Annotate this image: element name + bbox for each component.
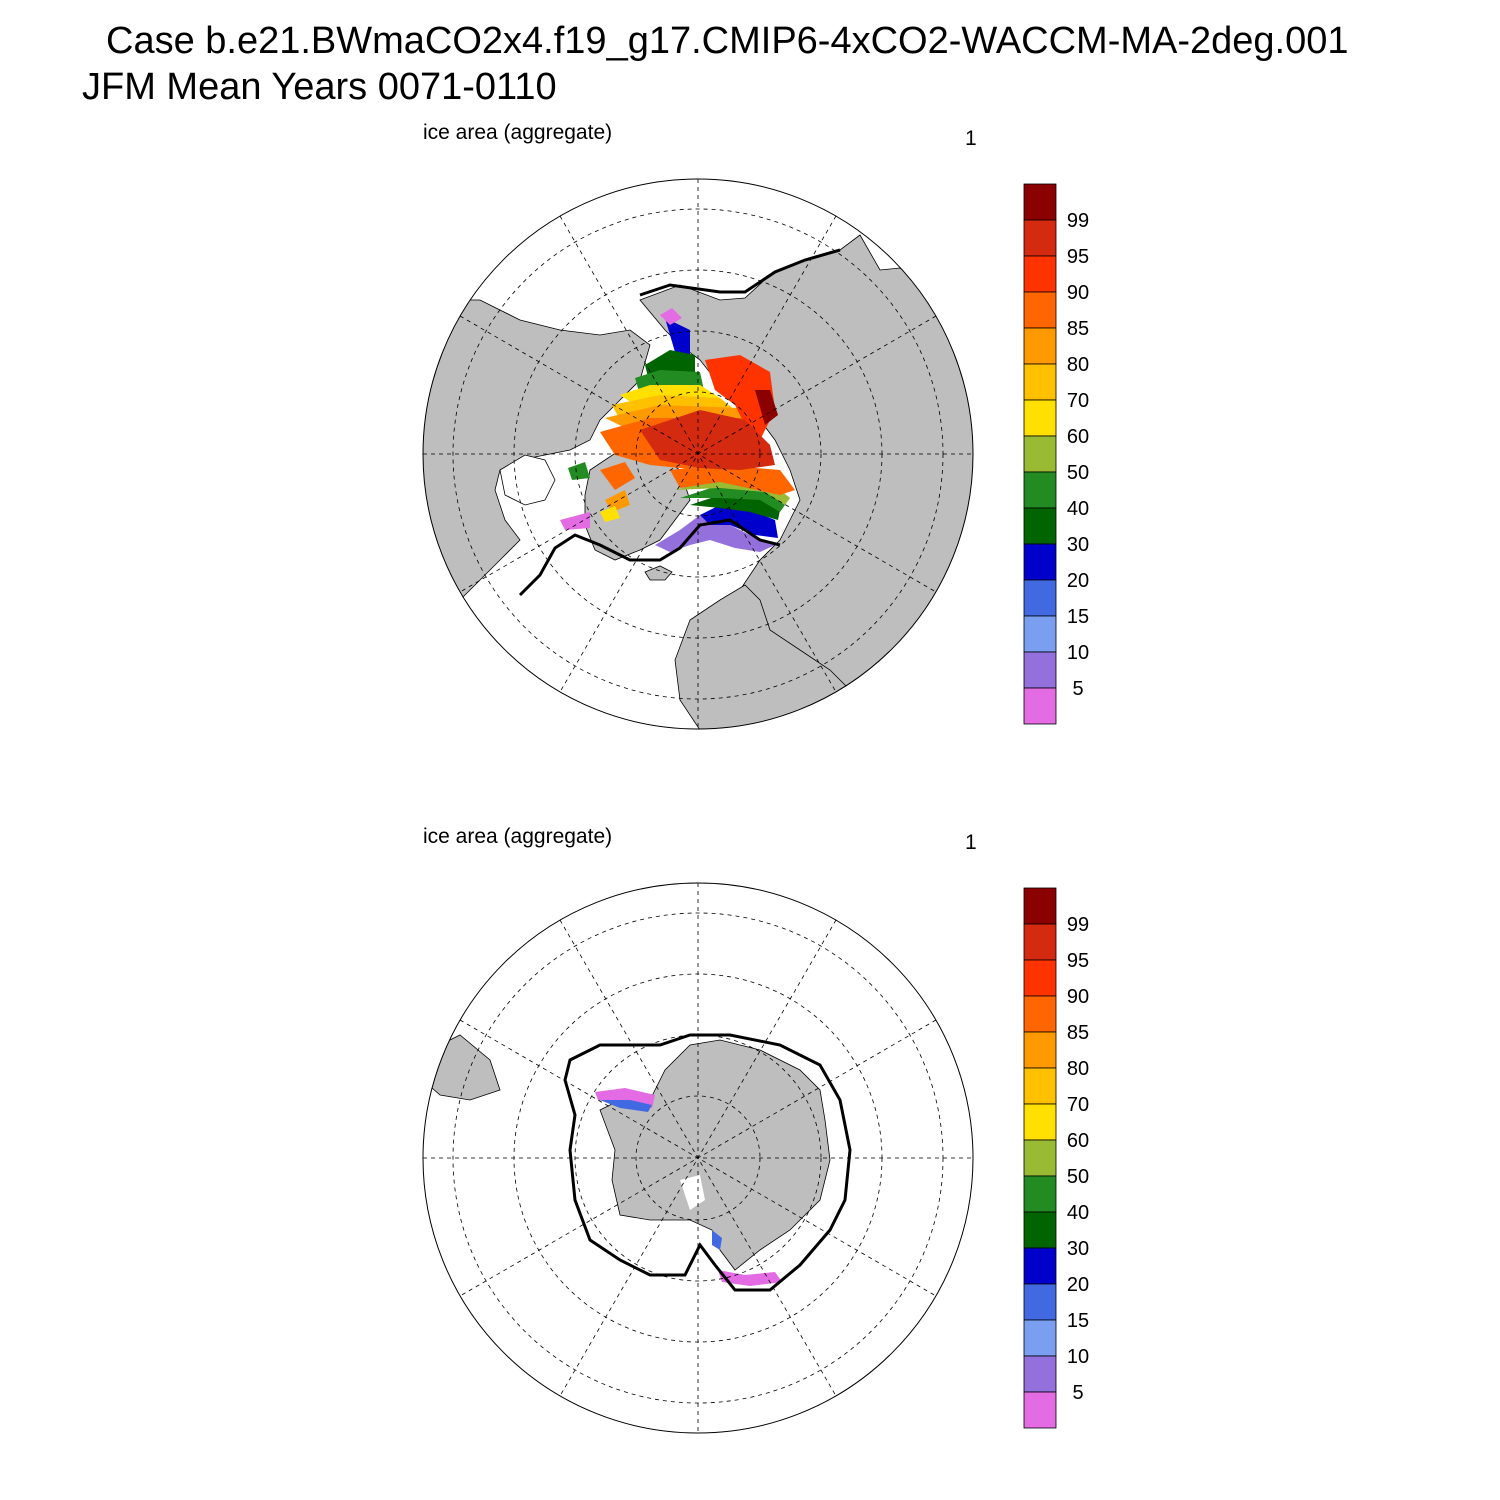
ross-ice-shelf-gap bbox=[680, 1175, 705, 1210]
north-panel-units: 1 bbox=[965, 127, 977, 150]
north-colorbar-label: 20 bbox=[1067, 570, 1089, 592]
south-colorbar-label: 95 bbox=[1067, 950, 1089, 972]
north-colorbar-swatch bbox=[1023, 615, 1057, 653]
south-colorbar-swatch bbox=[1023, 923, 1057, 961]
south-colorbar-label: 90 bbox=[1067, 986, 1089, 1008]
north-colorbar-swatch bbox=[1023, 543, 1057, 581]
south-colorbar-swatch bbox=[1023, 1319, 1057, 1357]
north-colorbar-swatch bbox=[1023, 291, 1057, 329]
south-colorbar-label: 5 bbox=[1072, 1382, 1083, 1404]
north-map-border bbox=[422, 178, 974, 730]
north-colorbar-swatch bbox=[1023, 579, 1057, 617]
south-colorbar-label: 85 bbox=[1067, 1022, 1089, 1044]
south-colorbar-label: 20 bbox=[1067, 1274, 1089, 1296]
north-colorbar-label: 85 bbox=[1067, 318, 1089, 340]
south-graticule bbox=[423, 883, 973, 1433]
north-america-landmass bbox=[423, 299, 651, 642]
south-colorbar-swatch bbox=[1023, 1175, 1057, 1213]
case-title: Case b.e21.BWmaCO2x4.f19_g17.CMIP6-4xCO2… bbox=[106, 20, 1349, 62]
north-observed-ice-edge bbox=[518, 248, 841, 597]
south-colorbar-label: 99 bbox=[1067, 914, 1089, 936]
north-colorbar-swatch bbox=[1023, 435, 1057, 473]
north-colorbar-swatch bbox=[1023, 651, 1057, 689]
south-colorbar-label: 50 bbox=[1067, 1166, 1089, 1188]
south-colorbar-swatch bbox=[1023, 1211, 1057, 1249]
north-colorbar-label: 99 bbox=[1067, 210, 1089, 232]
north-graticule bbox=[423, 179, 973, 729]
hudson-bay bbox=[499, 454, 556, 506]
north-colorbar-swatch bbox=[1023, 507, 1057, 545]
south-colorbar-swatch bbox=[1023, 1067, 1057, 1105]
north-colorbar-label: 90 bbox=[1067, 282, 1089, 304]
north-colorbar-label: 15 bbox=[1067, 606, 1089, 628]
south-colorbar-swatch bbox=[1023, 1283, 1057, 1321]
north-colorbar: 99 95 90 85 80 70 60 50 40 30 20 15 10 5 bbox=[1023, 183, 1089, 725]
north-panel-title: ice area (aggregate) bbox=[423, 121, 613, 144]
north-colorbar-swatch bbox=[1023, 687, 1057, 725]
south-colorbar-swatch bbox=[1023, 1139, 1057, 1177]
south-colorbar-swatch bbox=[1023, 959, 1057, 997]
north-colorbar-label: 95 bbox=[1067, 246, 1089, 268]
north-colorbar-label: 80 bbox=[1067, 354, 1089, 376]
north-colorbar-swatch bbox=[1023, 219, 1057, 257]
north-map-content bbox=[423, 179, 973, 729]
europe-landmass bbox=[674, 584, 861, 729]
south-colorbar-label: 40 bbox=[1067, 1202, 1089, 1224]
antarctic-sea-ice bbox=[595, 1088, 782, 1286]
north-colorbar-label: 70 bbox=[1067, 390, 1089, 412]
north-colorbar-swatch bbox=[1023, 363, 1057, 401]
south-colorbar-swatch bbox=[1023, 1031, 1057, 1069]
north-colorbar-label: 10 bbox=[1067, 642, 1089, 664]
south-map-content bbox=[423, 883, 973, 1433]
south-panel-title: ice area (aggregate) bbox=[423, 825, 613, 848]
south-colorbar-swatch bbox=[1023, 1355, 1057, 1393]
north-colorbar-label: 30 bbox=[1067, 534, 1089, 556]
north-colorbar-swatch bbox=[1023, 327, 1057, 365]
north-colorbar-label: 40 bbox=[1067, 498, 1089, 520]
period-title: JFM Mean Years 0071-0110 bbox=[82, 66, 557, 108]
south-colorbar-swatch bbox=[1023, 887, 1057, 925]
south-colorbar-label: 30 bbox=[1067, 1238, 1089, 1260]
north-colorbar-swatch bbox=[1023, 183, 1057, 221]
iceland bbox=[644, 565, 673, 581]
south-colorbar-label: 10 bbox=[1067, 1346, 1089, 1368]
north-colorbar-label: 50 bbox=[1067, 462, 1089, 484]
north-colorbar-swatch bbox=[1023, 255, 1057, 293]
south-colorbar-swatch bbox=[1023, 1391, 1057, 1429]
south-observed-ice-edge bbox=[563, 1033, 852, 1292]
north-colorbar-label: 60 bbox=[1067, 426, 1089, 448]
south-map-border bbox=[422, 882, 974, 1434]
north-colorbar-label: 5 bbox=[1072, 678, 1083, 700]
south-colorbar-swatch bbox=[1023, 1247, 1057, 1285]
south-colorbar: 99 95 90 85 80 70 60 50 40 30 20 15 10 5 bbox=[1023, 887, 1089, 1429]
south-colorbar-swatch bbox=[1023, 995, 1057, 1033]
south-colorbar-label: 80 bbox=[1067, 1058, 1089, 1080]
south-colorbar-label: 70 bbox=[1067, 1094, 1089, 1116]
north-colorbar-swatch bbox=[1023, 471, 1057, 509]
antarctica bbox=[599, 1039, 831, 1271]
north-colorbar-swatch bbox=[1023, 399, 1057, 437]
south-colorbar-label: 60 bbox=[1067, 1130, 1089, 1152]
south-colorbar-swatch bbox=[1023, 1103, 1057, 1141]
south-colorbar-label: 15 bbox=[1067, 1310, 1089, 1332]
south-panel-units: 1 bbox=[965, 831, 977, 854]
